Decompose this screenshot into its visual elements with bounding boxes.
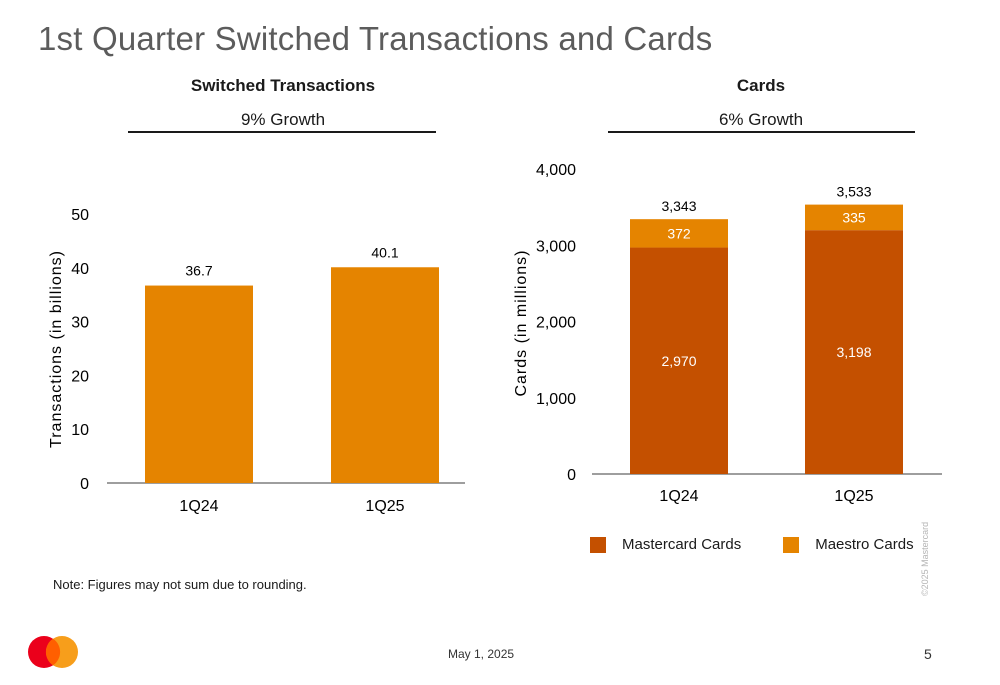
left-chart-heading: Switched Transactions [190, 76, 376, 95]
legend-swatch [783, 536, 800, 553]
cards-legend: Mastercard Cards Maestro Cards [590, 536, 956, 553]
x-tick-label: 1Q24 [659, 488, 698, 505]
bar-segment-mastercard-cards-1q25 [805, 230, 903, 474]
y-tick-label: 4,000 [536, 162, 576, 179]
segment-label: 372 [667, 225, 691, 241]
y-tick-label: 1,000 [536, 391, 576, 408]
bar-segment-mastercard-cards-1q24 [630, 247, 728, 474]
right-chart-subheading: 6% Growth [718, 110, 804, 129]
footnote: Note: Figures may not sum due to roundin… [53, 577, 307, 592]
footer-date: May 1, 2025 [448, 647, 515, 661]
y-tick-label: 0 [567, 467, 576, 484]
data-label: 36.7 [185, 263, 212, 279]
y-tick-label: 40 [71, 261, 89, 278]
y-tick-label: 50 [71, 207, 89, 224]
segment-label: 2,970 [661, 353, 696, 369]
legend-item: Mastercard Cards [590, 536, 741, 553]
legend-swatch [590, 536, 606, 553]
segment-label: 3,198 [836, 344, 871, 360]
page-number: 5 [924, 646, 932, 662]
y-tick-label: 0 [80, 476, 89, 493]
y-axis-label: Cards (in millions) [513, 249, 530, 396]
cards-chart: 0 1,000 2,000 3,000 4,000 Cards (in millions)… [513, 162, 942, 505]
legend-item: Maestro Cards [783, 536, 914, 553]
x-tick-label: 1Q24 [179, 498, 218, 515]
legend-label: Mastercard Cards [622, 536, 742, 553]
y-tick-label: 30 [71, 315, 89, 332]
x-tick-label: 1Q25 [365, 498, 404, 515]
right-chart-rule [608, 131, 915, 133]
bar-segment-maestro-cards-1q24 [630, 219, 728, 248]
right-chart-heading: Cards [736, 76, 786, 95]
transactions-chart: 0 10 20 30 40 50 Transactions (in billions) 36.… [48, 207, 465, 515]
left-chart-rule [128, 131, 436, 133]
data-label: 40.1 [371, 244, 398, 260]
legend-label: Maestro Cards [815, 536, 914, 553]
y-tick-label: 2,000 [536, 315, 576, 332]
bar-1q25 [331, 267, 439, 483]
copyright-notice: ©2025 Mastercard [920, 521, 930, 596]
y-tick-label: 20 [71, 368, 89, 385]
y-tick-label: 10 [71, 422, 89, 439]
x-tick-label: 1Q25 [834, 488, 873, 505]
bar-1q24 [145, 285, 253, 483]
total-label: 3,533 [836, 184, 871, 200]
y-axis-label: Transactions (in billions) [48, 250, 65, 448]
bar-segment-maestro-cards-1q25 [805, 204, 903, 231]
total-label: 3,343 [661, 198, 696, 214]
segment-label: 335 [842, 209, 866, 225]
left-chart-subheading: 9% Growth [240, 110, 326, 129]
y-tick-label: 3,000 [536, 238, 576, 255]
page-title: 1st Quarter Switched Transactions and Ca… [38, 20, 713, 57]
mastercard-logo-icon [28, 636, 78, 668]
